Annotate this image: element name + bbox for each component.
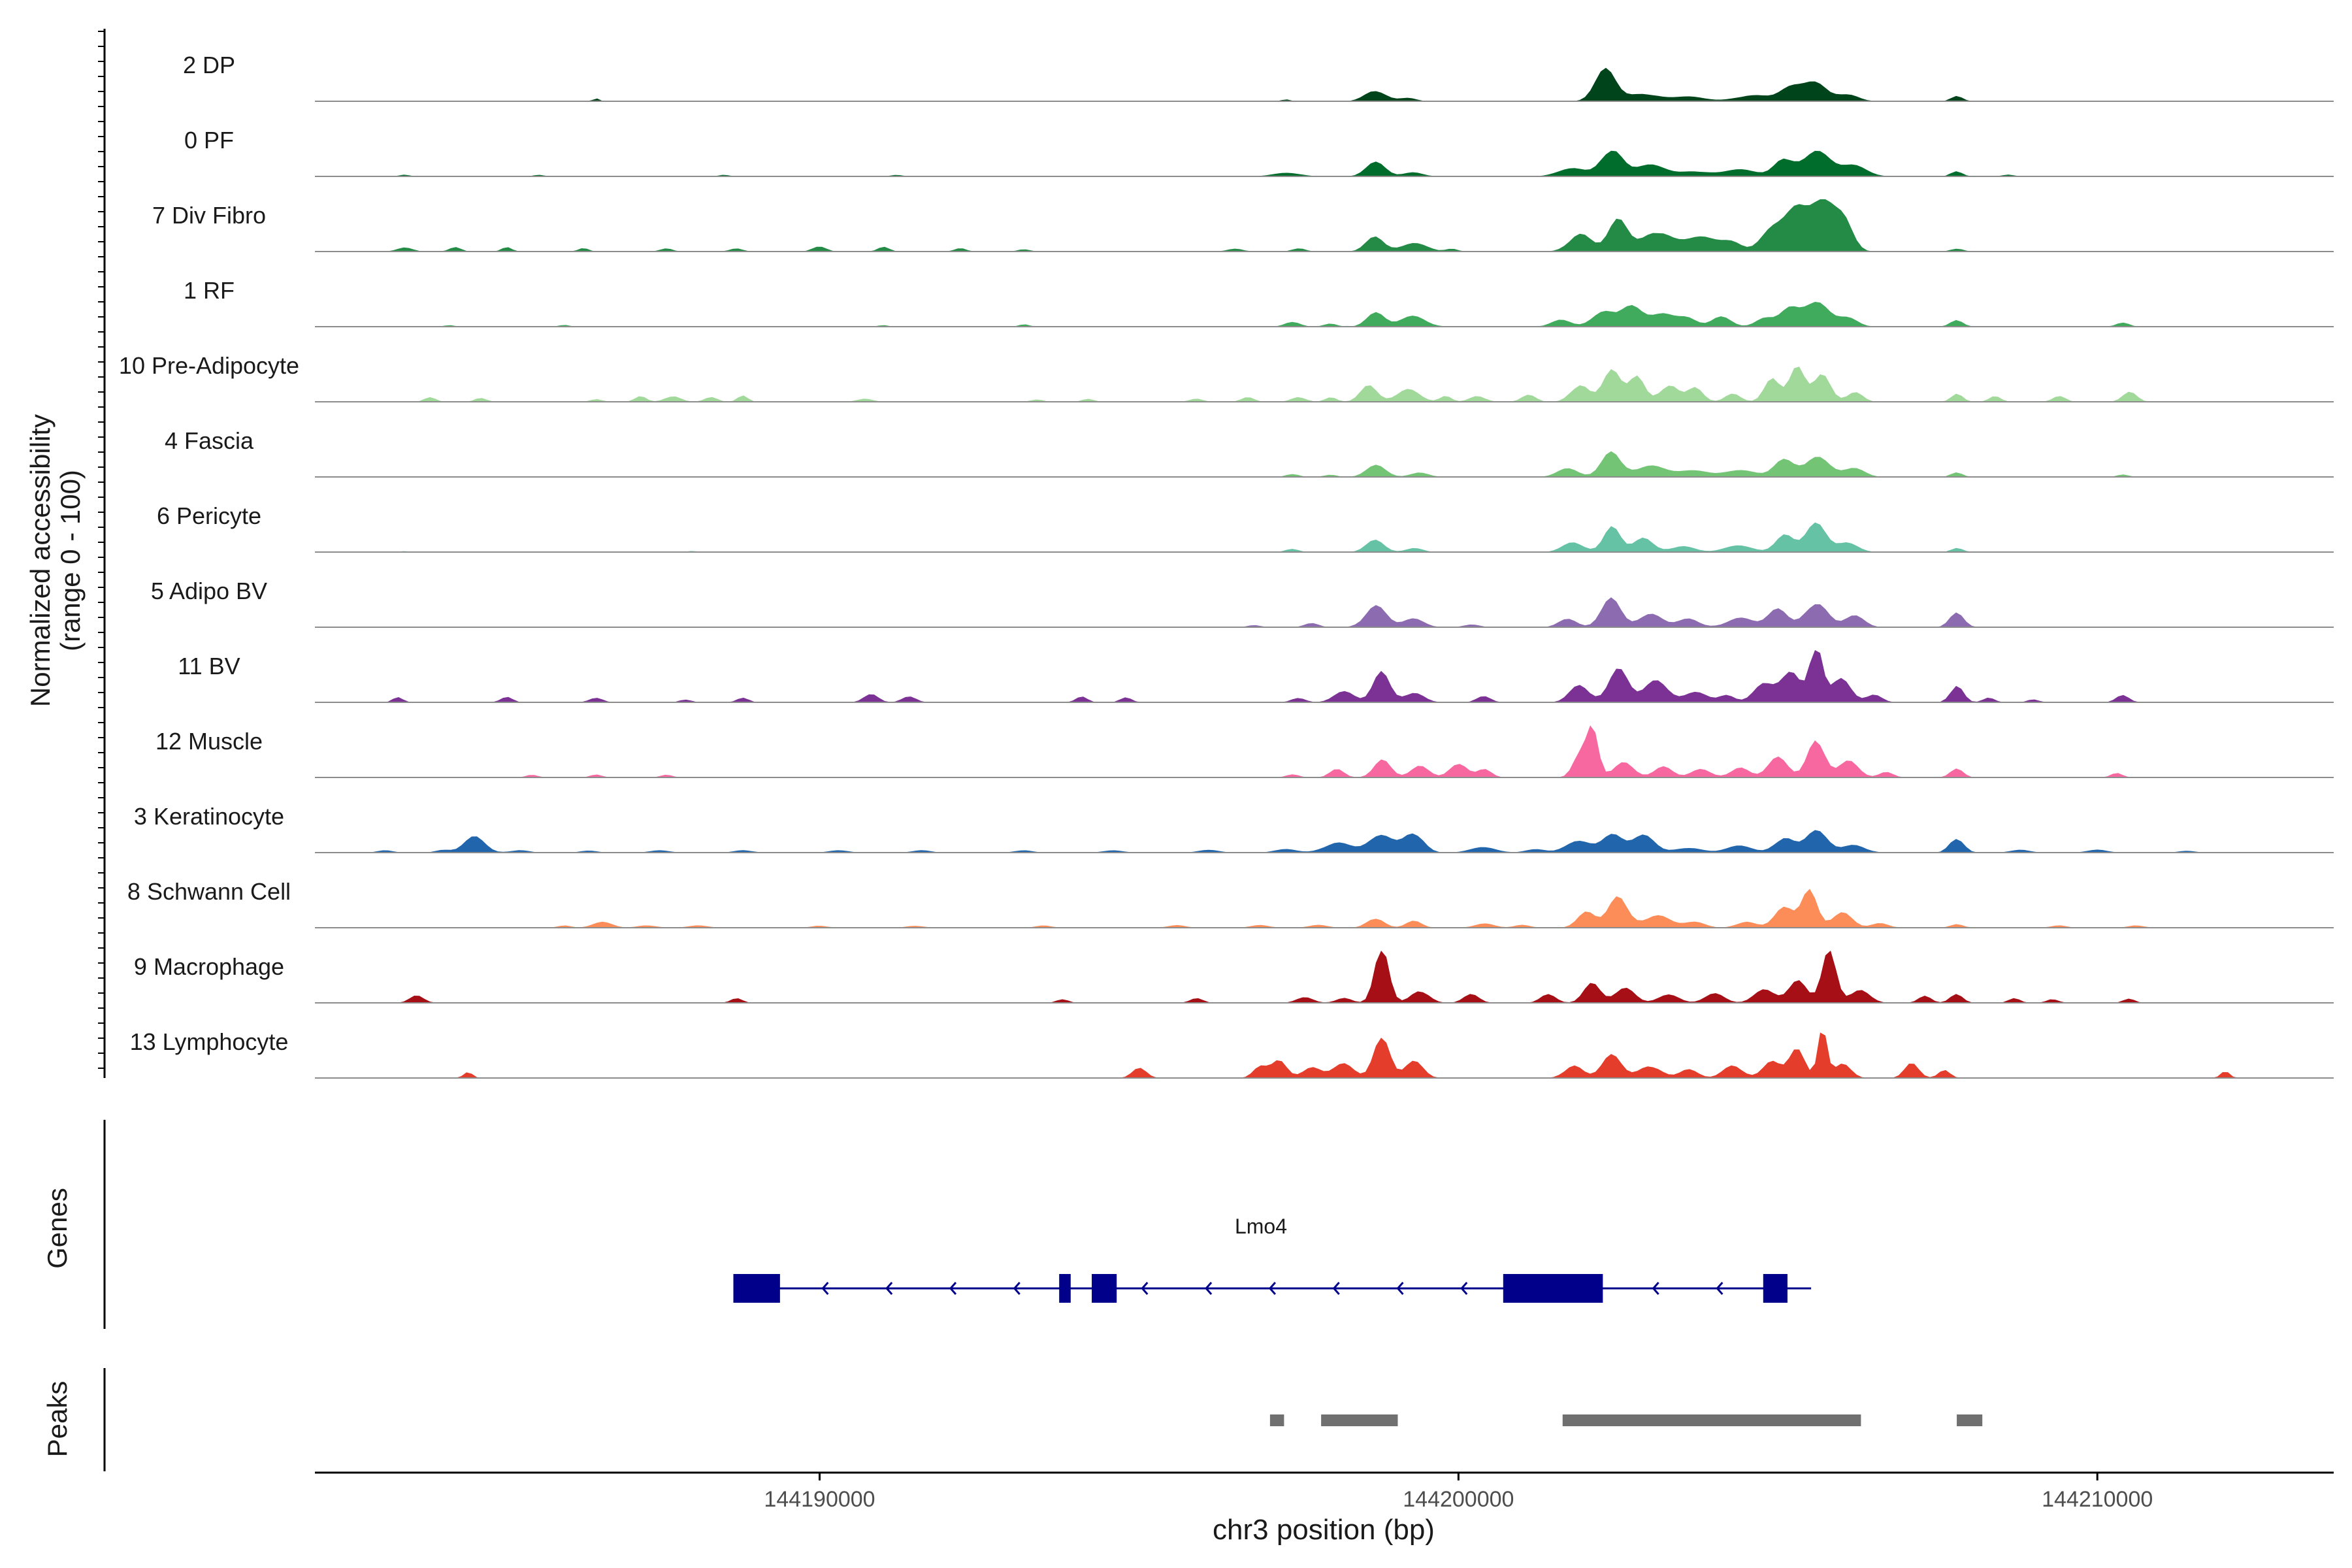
- strand-arrow-icon: [821, 1282, 829, 1295]
- coverage-area: [315, 199, 2334, 252]
- strand-arrow-icon: [1716, 1282, 1723, 1295]
- x-tick-label: 144190000: [764, 1487, 875, 1512]
- gene-exon: [1092, 1274, 1117, 1303]
- strand-arrow-icon: [885, 1282, 893, 1295]
- gene-exon: [1503, 1274, 1603, 1303]
- strand-arrow-icon: [1013, 1282, 1021, 1295]
- strand-arrow-icon: [1332, 1282, 1340, 1295]
- track-9: 11 BV: [178, 650, 2334, 703]
- y-axis: [98, 29, 106, 1471]
- y-axis-title-line2: (range 0 - 100): [55, 470, 86, 651]
- track-label: 9 Macrophage: [134, 953, 284, 980]
- track-2: 0 PF: [184, 127, 2334, 177]
- coverage-tracks: 2 DP 0 PF 7 Div Fibro 1 RF 10 Pre-Adipocyte 4…: [119, 52, 2334, 1079]
- track-label: 2 DP: [183, 52, 235, 78]
- peak-region: [1269, 1414, 1284, 1426]
- track-4: 1 RF: [184, 277, 2334, 327]
- track-7: 6 Pericyte: [157, 502, 2334, 553]
- track-label: 0 PF: [184, 127, 234, 154]
- coverage-area: [315, 650, 2334, 702]
- track-13: 9 Macrophage: [134, 951, 2334, 1004]
- x-tick-label: 144210000: [2042, 1487, 2153, 1512]
- peaks-track-label: Peaks: [42, 1381, 73, 1458]
- gene-exon: [1763, 1274, 1788, 1303]
- peak-region: [1957, 1414, 1983, 1426]
- track-label: 1 RF: [184, 277, 235, 304]
- y-axis-title-line1: Normalized accessibility: [25, 414, 56, 707]
- x-axis: 144190000 144200000 144210000: [315, 1471, 2334, 1512]
- track-label: 4 Fascia: [165, 427, 254, 454]
- x-tick-label: 144200000: [1403, 1487, 1514, 1512]
- track-label: 8 Schwann Cell: [127, 878, 291, 905]
- coverage-area: [315, 951, 2334, 1003]
- gene-exon: [733, 1274, 780, 1303]
- strand-arrow-icon: [1268, 1282, 1277, 1295]
- coverage-area: [315, 67, 2334, 101]
- peak-track: [1269, 1414, 1983, 1426]
- strand-arrow-icon: [1205, 1282, 1213, 1295]
- coverage-area: [315, 451, 2334, 477]
- gene-name-label: Lmo4: [1235, 1215, 1287, 1238]
- track-label: 3 Keratinocyte: [134, 803, 284, 830]
- track-label: 12 Muscle: [155, 728, 263, 755]
- peak-region: [1321, 1414, 1398, 1426]
- coverage-area: [315, 830, 2334, 853]
- track-5: 10 Pre-Adipocyte: [119, 352, 2334, 402]
- coverage-area: [315, 725, 2334, 777]
- coverage-area: [315, 150, 2334, 176]
- genes-track-label: Genes: [42, 1188, 73, 1269]
- strand-arrow-icon: [1141, 1282, 1149, 1295]
- track-3: 7 Div Fibro: [152, 199, 2334, 252]
- gene-exon: [1059, 1274, 1071, 1303]
- strand-arrow-icon: [1460, 1282, 1468, 1295]
- coverage-area: [315, 367, 2334, 402]
- strand-arrow-icon: [1652, 1282, 1659, 1295]
- track-1: 2 DP: [183, 52, 2334, 102]
- track-12: 8 Schwann Cell: [127, 878, 2334, 928]
- strand-arrow-icon: [1396, 1282, 1404, 1295]
- peak-region: [1562, 1414, 1861, 1426]
- track-label: 13 Lymphocyte: [130, 1028, 289, 1055]
- track-8: 5 Adipo BV: [151, 578, 2334, 628]
- track-label: 5 Adipo BV: [151, 578, 267, 604]
- track-label: 7 Div Fibro: [152, 202, 266, 229]
- track-11: 3 Keratinocyte: [134, 803, 2334, 853]
- coverage-area: [315, 597, 2334, 627]
- coverage-area: [315, 889, 2334, 928]
- gene-track: Lmo4: [733, 1215, 1812, 1303]
- track-6: 4 Fascia: [165, 427, 2334, 478]
- track-14: 13 Lymphocyte: [130, 1028, 2334, 1079]
- coverage-area: [315, 1032, 2334, 1078]
- track-10: 12 Muscle: [155, 725, 2334, 778]
- coverage-area: [315, 522, 2334, 552]
- track-label: 11 BV: [178, 653, 240, 679]
- strand-arrow-icon: [949, 1282, 957, 1295]
- coverage-area: [315, 302, 2334, 327]
- track-label: 6 Pericyte: [157, 502, 261, 529]
- track-label: 10 Pre-Adipocyte: [119, 352, 299, 379]
- x-axis-title: chr3 position (bp): [1213, 1514, 1435, 1546]
